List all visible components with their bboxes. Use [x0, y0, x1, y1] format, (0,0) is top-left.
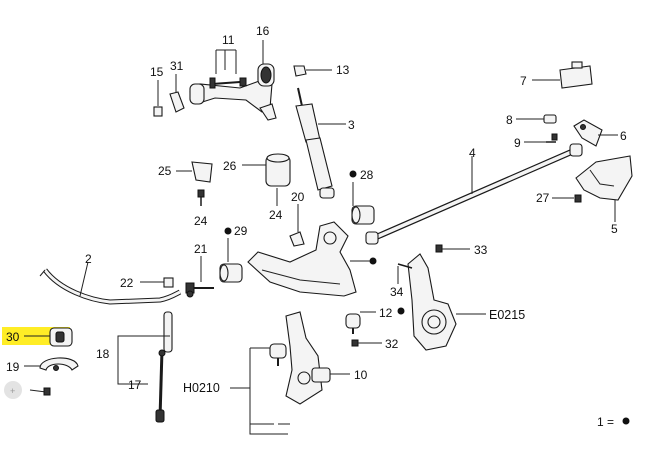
bolt-part-27[interactable] — [574, 194, 582, 203]
label-34[interactable]: 34 — [390, 285, 404, 299]
label-15[interactable]: 15 — [150, 65, 164, 79]
nut-part-15[interactable] — [153, 106, 163, 117]
label-22[interactable]: 22 — [120, 276, 134, 290]
stabilizer-bar[interactable] — [39, 268, 182, 305]
bushing-bracket-part-19[interactable] — [39, 357, 79, 371]
label-24b[interactable]: 24 — [269, 208, 283, 222]
bolt-part-11[interactable] — [209, 77, 247, 89]
label-11[interactable]: 11 — [222, 33, 235, 47]
label-10[interactable]: 10 — [354, 368, 368, 382]
label-13[interactable]: 13 — [336, 63, 350, 77]
label-33[interactable]: 33 — [474, 243, 488, 257]
ball-joint-part-12[interactable] — [345, 313, 361, 334]
label-18[interactable]: 18 — [96, 347, 110, 361]
stabilizer-bushing-part-30[interactable] — [49, 327, 73, 347]
label-26[interactable]: 26 — [223, 159, 237, 173]
label-30[interactable]: 30 — [6, 330, 20, 344]
bullet-icon — [369, 257, 377, 265]
label-21[interactable]: 21 — [194, 242, 208, 256]
label-12[interactable]: 12 — [379, 306, 393, 320]
tie-rod-end[interactable] — [269, 343, 287, 366]
nut-part-13[interactable] — [293, 65, 307, 77]
bullet-icon — [397, 307, 405, 315]
bracket-part-31[interactable] — [169, 91, 185, 113]
legend-text: 1 = — [597, 415, 614, 429]
gray-dot-icon — [4, 381, 22, 399]
leader-2 — [79, 261, 89, 297]
label-6[interactable]: 6 — [620, 129, 627, 143]
label-7[interactable]: 7 — [520, 74, 527, 88]
stabilizer-link[interactable] — [155, 311, 173, 423]
label-31[interactable]: 31 — [170, 59, 184, 73]
bushing-part-29[interactable] — [219, 263, 243, 283]
legend-bullet-icon — [622, 417, 630, 425]
label-5[interactable]: 5 — [611, 222, 618, 236]
label-20[interactable]: 20 — [291, 190, 305, 204]
leader-11 — [215, 49, 237, 74]
label-25[interactable]: 25 — [158, 164, 172, 178]
svg-text:+: + — [10, 386, 15, 396]
bullet-icon — [349, 170, 357, 178]
nut-part-33[interactable] — [435, 244, 443, 253]
label-29[interactable]: 29 — [234, 224, 248, 238]
bolt-part-20[interactable] — [289, 231, 305, 247]
label-28[interactable]: 28 — [360, 168, 374, 182]
leader-18-17 — [117, 335, 170, 385]
bushing-part-26[interactable] — [265, 153, 291, 187]
label-9[interactable]: 9 — [514, 136, 521, 150]
bracket-part-6[interactable] — [573, 119, 603, 147]
nut-part-22[interactable] — [163, 277, 174, 288]
bolt-part-24[interactable] — [197, 189, 205, 206]
bracket-part-25[interactable] — [191, 161, 213, 183]
bolt-part-9[interactable] — [546, 133, 558, 143]
leader-h0210 — [230, 347, 288, 435]
lower-control-arm[interactable] — [247, 221, 357, 297]
label-19[interactable]: 19 — [6, 360, 20, 374]
upper-control-arm[interactable] — [189, 63, 277, 121]
steering-knuckle[interactable] — [407, 253, 457, 351]
label-16[interactable]: 16 — [256, 24, 270, 38]
shock-absorber-part-3[interactable] — [295, 87, 335, 199]
bushing-part-28[interactable] — [351, 205, 375, 225]
label-2[interactable]: 2 — [85, 252, 92, 266]
nut-part-32[interactable] — [351, 339, 359, 347]
label-h0210[interactable]: H0210 — [183, 381, 220, 395]
bolt-small[interactable] — [29, 387, 51, 396]
label-8[interactable]: 8 — [506, 113, 513, 127]
label-3[interactable]: 3 — [348, 118, 355, 132]
knuckle-part-h0210[interactable] — [285, 311, 331, 405]
bracket-part-5[interactable] — [575, 155, 633, 201]
bullet-icon — [224, 227, 232, 235]
label-e0215[interactable]: E0215 — [489, 308, 525, 322]
strut-rod-part-4[interactable] — [365, 143, 583, 245]
label-32[interactable]: 32 — [385, 337, 399, 351]
label-27[interactable]: 27 — [536, 191, 550, 205]
label-17[interactable]: 17 — [128, 378, 142, 392]
bolt-part-34[interactable] — [397, 263, 413, 269]
washer-part-8[interactable] — [543, 114, 557, 124]
label-24a[interactable]: 24 — [194, 214, 208, 228]
bracket-part-7[interactable] — [559, 61, 593, 89]
label-4[interactable]: 4 — [469, 146, 476, 160]
